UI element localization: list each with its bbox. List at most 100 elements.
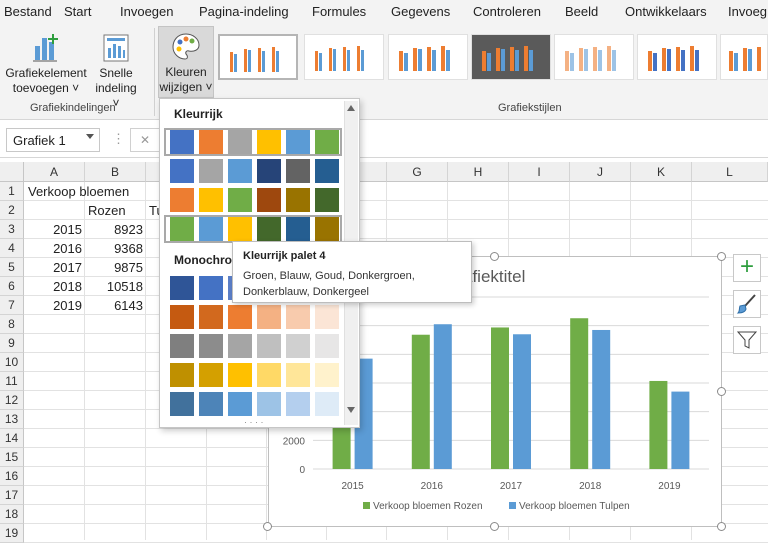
scroll-down-icon[interactable]: [347, 407, 355, 413]
chart-style-thumb-6[interactable]: [637, 34, 717, 80]
bar-tulpen: [592, 329, 611, 469]
mono-palette-4[interactable]: [164, 361, 342, 389]
col-header[interactable]: K: [631, 162, 692, 182]
chart-style-thumb-3[interactable]: [388, 34, 468, 80]
cell-rozen[interactable]: 9368: [114, 241, 143, 256]
mono-palette-2-swatch: [228, 305, 252, 329]
resize-handle[interactable]: [490, 252, 499, 261]
tab-gegevens[interactable]: Gegevens: [391, 4, 451, 19]
cell-year[interactable]: 2015: [53, 222, 82, 237]
cell-rozen[interactable]: 8923: [114, 222, 143, 237]
row-header[interactable]: 13: [0, 410, 24, 429]
chart-style-thumb-2[interactable]: [304, 34, 384, 80]
cancel-button[interactable]: ✕: [130, 128, 160, 152]
row-header[interactable]: 17: [0, 486, 24, 505]
col-header[interactable]: G: [387, 162, 448, 182]
row-header[interactable]: 3: [0, 220, 24, 239]
tab-controleren[interactable]: Controleren: [473, 4, 541, 19]
resize-handle[interactable]: [717, 387, 726, 396]
colorful-palette-3-swatch: [286, 188, 310, 212]
resize-handle[interactable]: [717, 252, 726, 261]
heading-monochromatic: Monochroom: [174, 253, 234, 267]
row-header[interactable]: 8: [0, 315, 24, 334]
chart-style-thumb-1[interactable]: [218, 34, 298, 80]
mono-palette-3[interactable]: [164, 332, 342, 360]
resize-handle[interactable]: [717, 522, 726, 531]
tab-bestand[interactable]: Bestand: [4, 4, 52, 19]
row-header[interactable]: 9: [0, 334, 24, 353]
col-header[interactable]: L: [692, 162, 768, 182]
colorful-palette-2[interactable]: [164, 157, 342, 185]
row-header[interactable]: 18: [0, 505, 24, 524]
chart-style-thumb-7[interactable]: [720, 34, 768, 80]
mono-palette-5[interactable]: [164, 390, 342, 418]
tab-pagina-indeling[interactable]: Pagina-indeling: [199, 4, 289, 19]
cell-year[interactable]: 2018: [53, 279, 82, 294]
row-header[interactable]: 6: [0, 277, 24, 296]
chevron-down-icon: [86, 134, 94, 139]
change-colors-button[interactable]: Kleuren wijzigen ˅: [158, 26, 214, 98]
x-tick-label: 2019: [658, 481, 681, 492]
chart-styles-button[interactable]: [733, 290, 761, 318]
row-header[interactable]: 19: [0, 524, 24, 543]
row-header[interactable]: 16: [0, 467, 24, 486]
colorful-palette-3[interactable]: [164, 186, 342, 214]
col-header[interactable]: A: [24, 162, 85, 182]
heading-colorful: Kleurrijk: [174, 107, 223, 121]
cell-rozen[interactable]: 9875: [114, 260, 143, 275]
col-header[interactable]: J: [570, 162, 631, 182]
select-all-corner[interactable]: [0, 162, 24, 182]
row-header[interactable]: 1: [0, 182, 24, 201]
name-box[interactable]: Grafiek 1: [6, 128, 100, 152]
resize-handle[interactable]: [490, 522, 499, 531]
cell-b2-header[interactable]: Rozen: [88, 203, 126, 218]
row-header[interactable]: 14: [0, 429, 24, 448]
quick-layout-button[interactable]: Snelle indeling ˅: [94, 28, 138, 110]
x-tick-label: 2018: [579, 481, 602, 492]
add-chart-element-button[interactable]: Grafiekelement toevoegen ˅: [4, 28, 88, 98]
bar-rozen: [491, 327, 509, 469]
cell-rozen[interactable]: 10518: [106, 279, 143, 294]
row-header[interactable]: 7: [0, 296, 24, 315]
chart-style-thumb-4[interactable]: [471, 34, 551, 80]
cell-year[interactable]: 2016: [53, 241, 82, 256]
cell-year[interactable]: 2019: [53, 298, 82, 313]
colorful-palette-1[interactable]: [164, 128, 342, 156]
col-header[interactable]: I: [509, 162, 570, 182]
scroll-up-icon[interactable]: [347, 105, 355, 111]
chart-style-thumb-5[interactable]: [554, 34, 634, 80]
row-header[interactable]: 5: [0, 258, 24, 277]
row-header[interactable]: 12: [0, 391, 24, 410]
tab-ontwikkelaars[interactable]: Ontwikkelaars: [625, 4, 707, 19]
cell-year[interactable]: 2017: [53, 260, 82, 275]
legend-entry: Verkoop bloemen Rozen: [373, 501, 483, 512]
row-header[interactable]: 11: [0, 372, 24, 391]
resize-grip[interactable]: · · · ·: [244, 417, 264, 427]
row-header[interactable]: 10: [0, 353, 24, 372]
tab-invoegen[interactable]: Invoegen: [120, 4, 174, 19]
mono-palette-2[interactable]: [164, 303, 342, 331]
colorful-palette-4[interactable]: [164, 215, 342, 243]
colorful-palette-1-swatch: [170, 130, 194, 154]
row-header[interactable]: 2: [0, 201, 24, 220]
cell-a1-title[interactable]: Verkoop bloemen: [28, 184, 130, 199]
tab-formules[interactable]: Formules: [312, 4, 367, 19]
mono-palette-4-swatch: [286, 363, 310, 387]
mono-palette-5-swatch: [228, 392, 252, 416]
row-header[interactable]: 15: [0, 448, 24, 467]
tab-beeld[interactable]: Beeld: [565, 4, 599, 19]
chart-title[interactable]: afiektitel: [463, 267, 526, 286]
tab-invoegtoepassingen[interactable]: Invoeg: [728, 4, 768, 19]
resize-handle[interactable]: [263, 522, 272, 531]
col-header[interactable]: B: [85, 162, 146, 182]
chart-elements-button[interactable]: +: [733, 254, 761, 282]
menu-bar: Bestand Start Invoegen Pagina-indeling F…: [0, 0, 768, 24]
ribbon-separator: [154, 28, 155, 116]
tab-start[interactable]: Start: [64, 4, 92, 19]
cell-rozen[interactable]: 6143: [114, 298, 143, 313]
col-header[interactable]: H: [448, 162, 509, 182]
chart-filters-button[interactable]: [733, 326, 761, 354]
legend-swatch: [509, 502, 516, 509]
mono-palette-4-swatch: [170, 363, 194, 387]
row-header[interactable]: 4: [0, 239, 24, 258]
